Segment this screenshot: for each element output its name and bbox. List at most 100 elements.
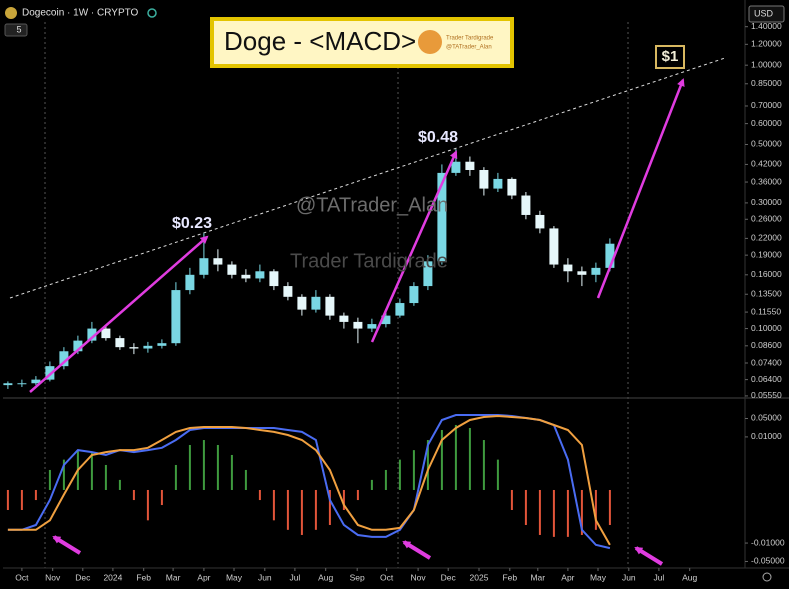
x-tick-label: Mar [530, 572, 545, 582]
histogram-bar [62, 459, 65, 490]
x-tick-label: Jul [653, 572, 664, 582]
x-tick-label: Nov [45, 572, 61, 582]
histogram-bar [6, 489, 9, 510]
x-tick-label: 2025 [470, 572, 489, 582]
candle-body [157, 343, 167, 346]
x-tick-label: Oct [380, 572, 394, 582]
histogram-bar [496, 459, 499, 490]
y-tick-label: 0.08600 [751, 340, 782, 350]
annotation-box [655, 45, 685, 69]
candle-body [493, 178, 503, 189]
histogram-bar [216, 444, 219, 490]
y-tick-label: 0.19000 [751, 249, 782, 259]
y-tick-label: 0.01000 [751, 431, 782, 441]
candle-body [381, 315, 391, 325]
overlay: Dogecoin · 1W · CRYPTO 5 USD Doge - <MAC… [4, 5, 785, 582]
x-tick-label: Feb [136, 572, 151, 582]
histogram-bar [608, 489, 611, 525]
x-tick-label: Aug [682, 572, 697, 582]
candle-body [143, 345, 153, 349]
histogram-bar [300, 489, 303, 535]
histogram-bar [454, 424, 457, 490]
histogram-bar [370, 479, 373, 490]
candle-body [87, 328, 97, 341]
candle-body [577, 271, 587, 275]
x-tick-label: Jul [289, 572, 300, 582]
title-box [210, 17, 514, 68]
candle-body [605, 243, 615, 268]
candle-body [367, 324, 377, 329]
logo-text: @TATrader_Alan [446, 45, 492, 51]
histogram-bar [482, 440, 485, 490]
arrow [29, 235, 209, 393]
annotation: $0.23 [172, 215, 212, 232]
y-tick-label: 1.20000 [751, 39, 782, 49]
x-tick-label: Sep [350, 572, 365, 582]
histogram-bar [440, 430, 443, 490]
histogram-bar [552, 489, 555, 537]
y-tick-label: 0.16000 [751, 269, 782, 279]
y-tick-label: 0.36000 [751, 176, 782, 186]
candle-body [521, 195, 531, 215]
histogram-bar [510, 489, 513, 510]
candle-body [423, 261, 433, 287]
candle-body [241, 274, 251, 279]
candle-body [129, 347, 139, 349]
candle-body [3, 383, 13, 386]
x-tick-label: Dec [75, 572, 91, 582]
histogram-bar [34, 489, 37, 501]
candle-body [507, 178, 517, 196]
candle-body [479, 169, 489, 189]
interval-badge[interactable] [4, 23, 28, 37]
histogram-bar [412, 450, 415, 490]
histogram-bar [244, 469, 247, 490]
currency-select[interactable] [748, 5, 785, 23]
histogram-bar [20, 489, 23, 510]
histogram-bar [230, 454, 233, 490]
status-dot [147, 8, 157, 18]
x-tick-label: May [226, 572, 243, 582]
y-tick-label: 1.40000 [751, 21, 782, 31]
candle-body [325, 296, 335, 316]
histogram-bar [426, 440, 429, 490]
arrow [370, 150, 458, 343]
candle-body [255, 271, 265, 279]
y-tick-label: 0.50000 [751, 139, 782, 149]
histogram-bar [104, 464, 107, 490]
y-tick-label: 0.70000 [751, 100, 782, 110]
candle-body [451, 161, 461, 173]
histogram-bar [398, 459, 401, 490]
candle-body [45, 366, 55, 380]
interval: 5 [16, 24, 21, 34]
candle-body [283, 286, 293, 297]
macd-line [7, 414, 611, 546]
x-tick-label: Aug [318, 572, 333, 582]
settings-icon[interactable] [762, 572, 772, 582]
x-tick-label: Mar [166, 572, 181, 582]
candle-body [59, 351, 69, 367]
candle-body [563, 264, 573, 272]
histogram-bar [202, 440, 205, 490]
histogram-bar [286, 489, 289, 530]
candle-body [31, 379, 41, 384]
histogram-bar [90, 452, 93, 490]
histogram-bar [160, 489, 163, 506]
candle-body [115, 338, 125, 348]
candle-body [17, 383, 27, 385]
arrow [52, 535, 82, 555]
candle-body [549, 228, 559, 265]
chart-title: Doge - <MACD> [224, 26, 416, 56]
histogram-bar [356, 489, 359, 501]
y-tick-label: 0.13500 [751, 288, 782, 298]
annotation: $1 [662, 48, 679, 65]
histogram-bar [580, 489, 583, 535]
histogram-bar [342, 489, 345, 510]
y-tick-label: 0.85000 [751, 78, 782, 88]
histogram-bar [538, 489, 541, 535]
logo-icon [418, 30, 442, 54]
x-tick-label: Feb [502, 572, 517, 582]
x-tick-label: Nov [411, 572, 427, 582]
candle-body [437, 172, 447, 262]
